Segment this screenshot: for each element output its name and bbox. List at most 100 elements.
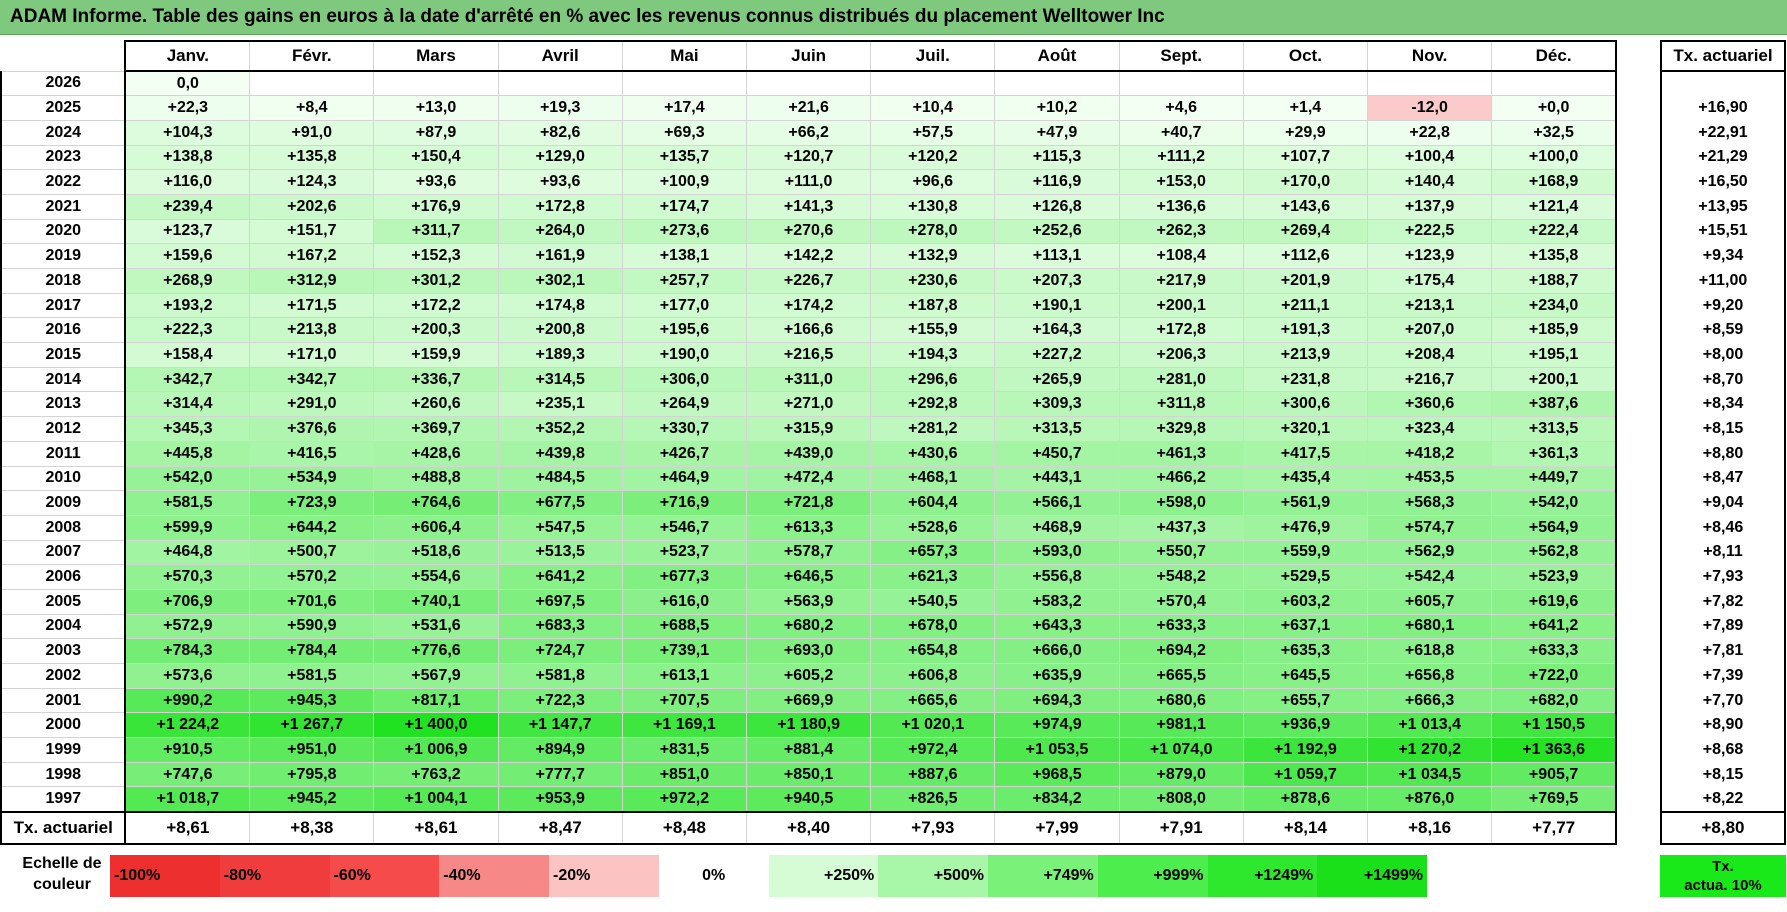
gain-cell: +1 053,5 [994, 737, 1120, 763]
gain-cell: +466,2 [1118, 465, 1244, 492]
gain-cell: +311,8 [1118, 391, 1244, 418]
gain-cell: +172,2 [373, 292, 499, 319]
gain-cell: +694,3 [994, 687, 1120, 714]
rate-cell: +15,51 [1660, 219, 1786, 244]
gain-cell: +129,0 [497, 144, 623, 171]
gain-cell: +269,4 [1242, 218, 1369, 245]
gain-cell: +21,6 [745, 95, 872, 121]
gain-cell: +187,8 [870, 292, 996, 319]
rate-cell: +8,46 [1660, 515, 1786, 541]
year-label: 2025 [0, 95, 127, 121]
color-scale-stop: +1499% [1317, 855, 1427, 897]
gain-cell: +172,8 [1118, 317, 1244, 344]
gain-cell: +207,3 [994, 268, 1120, 294]
gain-cell: +174,7 [621, 193, 748, 220]
gain-cell: +547,5 [497, 514, 623, 541]
month-header: Juin [745, 40, 872, 72]
gain-cell: +554,6 [373, 564, 499, 590]
gain-cell: +306,0 [621, 366, 748, 393]
year-label: 2020 [0, 218, 127, 245]
gain-cell: +57,5 [870, 119, 996, 146]
gain-cell: +603,2 [1242, 588, 1369, 615]
gain-cell: +945,3 [249, 687, 375, 714]
gain-cell: +905,7 [1491, 761, 1618, 788]
gain-cell: +723,9 [249, 490, 375, 516]
gain-cell: +795,8 [249, 761, 375, 788]
gain-cell: +17,4 [621, 95, 748, 121]
year-label: 2001 [0, 687, 127, 714]
color-scale-stop: -40% [439, 855, 549, 897]
gain-cell: +635,9 [994, 663, 1120, 689]
gain-cell: +550,7 [1118, 539, 1244, 566]
color-scale-stop: -80% [219, 855, 330, 897]
year-label: 2006 [0, 564, 127, 590]
gain-cell: +4,6 [1118, 95, 1244, 121]
gain-cell: +1 059,7 [1242, 761, 1369, 788]
gain-cell: +222,4 [1491, 218, 1618, 245]
rate-cell: +8,22 [1660, 786, 1786, 812]
gain-cell: +633,3 [1118, 613, 1244, 640]
color-scale-final-box: Tx. actua. 10% [1660, 855, 1786, 897]
gain-cell: +312,9 [249, 268, 375, 294]
table-row: 2016 +222,3 +213,8 +200,3 +200,8 +195,6 +166,6… [0, 317, 1618, 344]
color-scale-final-line1: Tx. [1712, 858, 1734, 875]
gain-cell: +534,9 [249, 465, 375, 492]
gain-cell: +464,9 [621, 465, 748, 492]
table-row: 2017 +193,2 +171,5 +172,2 +174,8 +177,0 +174,2… [0, 292, 1618, 319]
gain-cell: +132,9 [870, 243, 996, 269]
year-label: 2022 [0, 169, 127, 195]
rate-cell [1660, 71, 1786, 96]
gain-cell: +116,9 [994, 169, 1120, 195]
rate-cell: +8,80 [1660, 441, 1786, 466]
table-row: 2026 0,0 [0, 70, 1618, 97]
gain-cell: +22,3 [124, 95, 251, 121]
gain-cell: +570,4 [1118, 588, 1244, 615]
gain-cell: +273,6 [621, 218, 748, 245]
gain-cell: +195,6 [621, 317, 748, 344]
rate-footer-cell: +8,80 [1660, 810, 1786, 845]
gain-cell: +352,2 [497, 416, 623, 442]
color-scale-stop: +749% [988, 855, 1098, 897]
gain-cell: +257,7 [621, 268, 748, 294]
gain-cell: +633,3 [1491, 638, 1618, 664]
year-label: 2009 [0, 490, 127, 516]
gain-cell: +776,6 [373, 638, 499, 664]
year-label: 2005 [0, 588, 127, 615]
rate-cell: +8,68 [1660, 737, 1786, 763]
gain-cell: +369,7 [373, 416, 499, 442]
gain-cell: +116,0 [124, 169, 251, 195]
gain-cell: +468,1 [870, 465, 996, 492]
table-row: 2013 +314,4 +291,0 +260,6 +235,1 +264,9 +271,0… [0, 391, 1618, 418]
year-label: 2026 [0, 70, 127, 97]
gain-cell: +93,6 [373, 169, 499, 195]
gain-cell: +613,3 [745, 514, 872, 541]
gain-cell: +168,9 [1491, 169, 1618, 195]
gain-cell: +171,5 [249, 292, 375, 319]
gain-cell: +449,7 [1491, 465, 1618, 492]
rate-cell: +16,90 [1660, 95, 1786, 121]
rate-cell: +8,47 [1660, 466, 1786, 491]
gain-cell: +573,6 [124, 663, 251, 689]
gain-cell [994, 70, 1120, 97]
color-scale-stop: +250% [768, 855, 879, 897]
gain-cell: +894,9 [497, 737, 623, 763]
color-scale-stop: +999% [1097, 855, 1208, 897]
gain-cell: +604,4 [870, 490, 996, 516]
gain-cell: +619,6 [1491, 588, 1618, 615]
gain-cell: +130,8 [870, 193, 996, 220]
month-header: Sept. [1118, 40, 1244, 72]
gain-cell: +190,0 [621, 342, 748, 368]
gain-cell: +174,8 [497, 292, 623, 319]
footer-rate-cell: +8,38 [249, 810, 375, 845]
gain-cell: +559,9 [1242, 539, 1369, 566]
gain-cell: +739,1 [621, 638, 748, 664]
gain-cell: +518,6 [373, 539, 499, 566]
gain-cell: +972,4 [870, 737, 996, 763]
gain-cell: +69,3 [621, 119, 748, 146]
gain-cell: +605,2 [745, 663, 872, 689]
gain-cell: +439,0 [745, 440, 872, 467]
gain-cell: +637,1 [1242, 613, 1369, 640]
rate-cell: +7,81 [1660, 638, 1786, 664]
gain-cell: +974,9 [994, 712, 1120, 739]
gain-cell: +115,3 [994, 144, 1120, 171]
